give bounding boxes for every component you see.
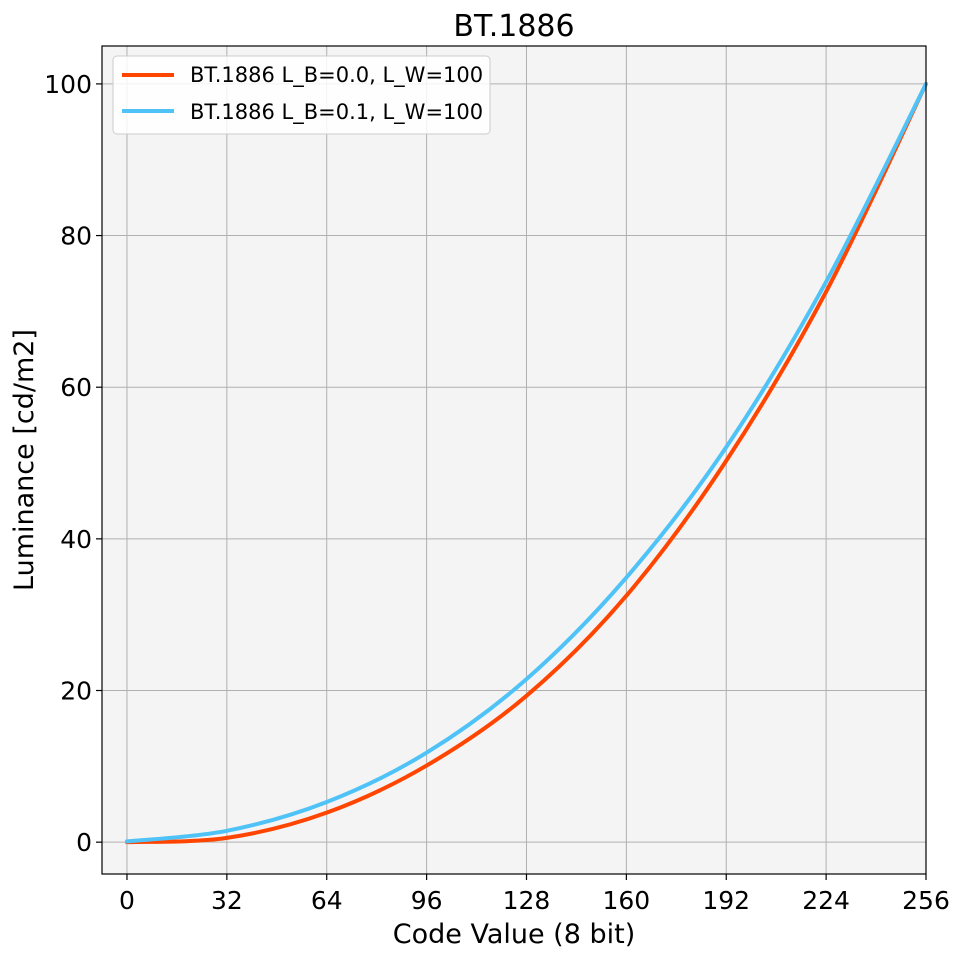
y-axis-label: Luminance [cd/m2]: [9, 329, 40, 591]
series-line-1: [124, 81, 928, 845]
x-tick-label: 64: [311, 886, 343, 915]
x-tick-label: 192: [702, 886, 750, 915]
x-tick-label: 0: [119, 886, 135, 915]
y-tick-label: 80: [60, 222, 92, 251]
legend-box: [112, 55, 491, 135]
y-tick-label: 40: [60, 525, 92, 554]
gridlines: [102, 46, 927, 874]
series-lines: [124, 81, 928, 845]
x-tick-label: 96: [411, 886, 443, 915]
y-tick-label: 60: [60, 373, 92, 402]
x-tick-label: 128: [503, 886, 551, 915]
x-tick-label: 224: [802, 886, 850, 915]
x-axis-ticks: 0 32 64 96 128 160 192 224 256: [119, 874, 950, 915]
x-tick-label: 32: [211, 886, 243, 915]
legend: BT.1886 L_B=0.0, L_W=100 BT.1886 L_B=0.1…: [112, 55, 491, 135]
legend-label-series-1: BT.1886 L_B=0.0, L_W=100: [190, 63, 483, 88]
plot-area-frame: [101, 45, 927, 875]
x-tick-label: 160: [603, 886, 651, 915]
legend-label-series-2: BT.1886 L_B=0.1, L_W=100: [190, 100, 483, 125]
plot-area-background: [102, 46, 926, 874]
series-line-2: [124, 81, 928, 844]
y-tick-label: 100: [44, 70, 92, 99]
y-tick-label: 0: [76, 828, 92, 857]
y-axis-ticks: 0 20 40 60 80 100: [44, 70, 102, 857]
y-tick-label: 20: [60, 677, 92, 706]
chart-title: BT.1886: [453, 9, 574, 44]
x-axis-label: Code Value (8 bit): [393, 919, 636, 950]
x-tick-label: 256: [902, 886, 950, 915]
